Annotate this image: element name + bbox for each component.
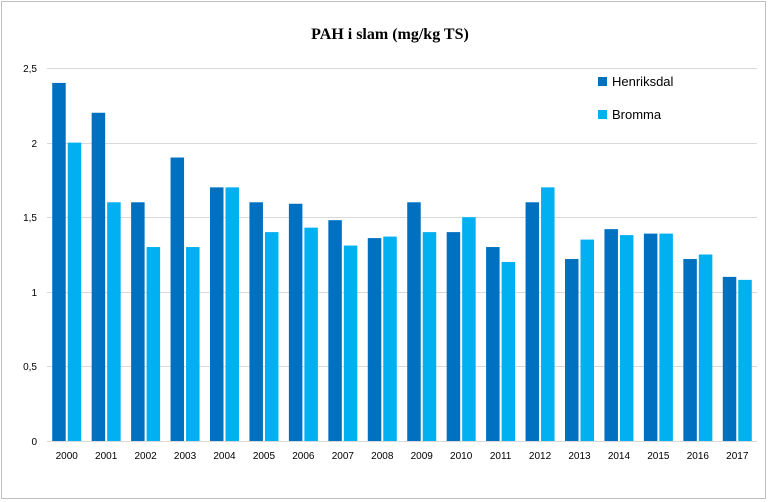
bar-henriksdal-2002: [131, 202, 145, 441]
grid-lines: [47, 68, 757, 442]
y-tick-label: 0,5: [23, 362, 37, 373]
x-tick-label: 2016: [687, 451, 710, 462]
bar-bromma-2000: [67, 142, 82, 441]
bar-bromma-2010: [462, 217, 476, 441]
x-tick-label: 2004: [213, 451, 236, 462]
x-tick-label: 2009: [411, 451, 434, 462]
bar-henriksdal-2010: [446, 232, 461, 441]
x-tick-label: 2013: [568, 451, 591, 462]
bar-henriksdal-2015: [643, 233, 658, 441]
bar-henriksdal-2017: [722, 276, 737, 441]
bar-bromma-2001: [107, 202, 121, 441]
bar-bromma-2015: [659, 233, 673, 441]
bar-henriksdal-2013: [565, 258, 579, 441]
x-tick-label: 2014: [608, 451, 631, 462]
bar-bromma-2014: [619, 235, 634, 441]
y-axis-labels: 0 0,5 1 1,5 2 2,5: [23, 64, 37, 448]
bar-henriksdal-2012: [525, 202, 540, 441]
bar-henriksdal-2006: [288, 203, 303, 441]
bar-henriksdal-2009: [407, 202, 421, 441]
bar-bromma-2016: [698, 254, 713, 441]
x-tick-label: 2005: [253, 451, 276, 462]
bar-henriksdal-2005: [249, 202, 263, 441]
bar-bromma-2009: [422, 232, 437, 441]
y-tick-label: 0: [31, 437, 37, 448]
legend-swatch-henriksdal: [598, 77, 607, 86]
legend-label-henriksdal: Henriksdal: [612, 74, 674, 89]
x-tick-label: 2015: [647, 451, 670, 462]
bar-bromma-2003: [186, 247, 200, 441]
x-tick-label: 2007: [332, 451, 355, 462]
bar-henriksdal-2014: [604, 229, 618, 441]
legend-swatch-bromma: [598, 110, 607, 119]
x-axis-labels: 2000 2001 2002 2003 2004 2005 2006 2007 2008 2009…: [56, 451, 749, 462]
bar-henriksdal-2001: [91, 112, 106, 441]
bar-bromma-2008: [383, 236, 397, 441]
x-tick-label: 2011: [490, 451, 512, 462]
y-tick-label: 1: [31, 288, 37, 299]
x-tick-label: 2003: [174, 451, 197, 462]
x-tick-label: 2012: [529, 451, 552, 462]
bar-bromma-2011: [501, 261, 516, 441]
bar-bromma-2017: [738, 279, 752, 441]
bar-henriksdal-2007: [328, 220, 342, 441]
bar-henriksdal-2011: [486, 247, 500, 441]
y-tick-label: 2: [31, 139, 37, 150]
x-tick-label: 2000: [56, 451, 79, 462]
chart-title: PAH i slam (mg/kg TS): [311, 26, 469, 43]
x-tick-label: 2006: [292, 451, 315, 462]
y-tick-label: 2,5: [23, 64, 37, 75]
bar-bromma-2002: [146, 247, 161, 441]
bar-henriksdal-2016: [683, 258, 697, 441]
bar-bromma-2007: [343, 245, 358, 441]
x-tick-label: 2001: [95, 451, 118, 462]
x-tick-label: 2017: [726, 451, 749, 462]
bar-bromma-2012: [541, 187, 555, 441]
bar-henriksdal-2004: [210, 187, 224, 441]
legend: Henriksdal Bromma: [598, 74, 674, 122]
bar-henriksdal-2000: [52, 82, 66, 442]
x-tick-label: 2008: [371, 451, 394, 462]
legend-label-bromma: Bromma: [612, 107, 662, 122]
bar-bromma-2004: [225, 187, 239, 441]
x-tick-label: 2010: [450, 451, 473, 462]
bar-bromma-2006: [304, 227, 318, 441]
bar-henriksdal-2003: [170, 157, 185, 441]
bars: [52, 82, 752, 442]
x-tick-label: 2002: [134, 451, 157, 462]
bar-bromma-2005: [264, 232, 279, 441]
y-tick-label: 1,5: [23, 213, 37, 224]
bar-henriksdal-2008: [367, 238, 382, 441]
bar-bromma-2013: [580, 239, 594, 441]
